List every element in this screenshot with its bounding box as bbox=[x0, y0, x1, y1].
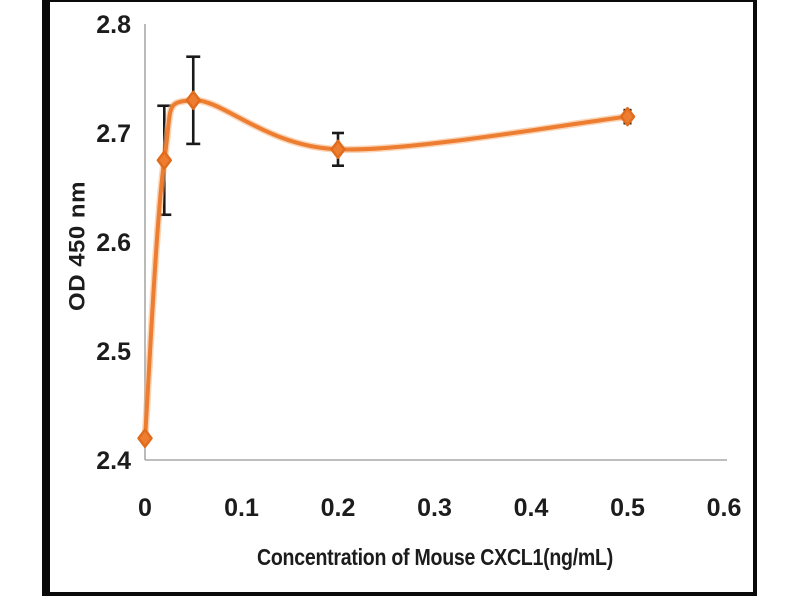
data-point-marker bbox=[619, 106, 636, 127]
x-tick-label: 0.4 bbox=[514, 494, 549, 522]
y-tick-label: 2.4 bbox=[96, 447, 131, 475]
data-point-marker bbox=[185, 90, 201, 111]
y-axis-title: OD 450 nm bbox=[65, 181, 91, 311]
x-axis-title: Concentration of Mouse CXCL1(ng/mL) bbox=[256, 544, 613, 570]
x-tick-label: 0.3 bbox=[417, 494, 452, 522]
data-point-marker bbox=[330, 139, 346, 160]
y-tick-label: 2.5 bbox=[96, 338, 131, 366]
series-line-halo bbox=[141, 96, 631, 442]
x-tick-label: 0.5 bbox=[610, 494, 645, 522]
y-tick-label: 2.6 bbox=[96, 229, 131, 257]
x-tick-label: 0.6 bbox=[707, 494, 742, 522]
data-point-marker bbox=[137, 428, 153, 448]
y-tick-label: 2.7 bbox=[96, 120, 131, 148]
chart-frame bbox=[42, 0, 757, 596]
x-tick-label: 0.1 bbox=[224, 494, 259, 522]
y-tick-label: 2.8 bbox=[96, 11, 131, 39]
x-tick-label: 0.2 bbox=[321, 494, 356, 522]
x-tick-label: 0 bbox=[138, 494, 152, 522]
data-point-marker bbox=[156, 150, 173, 170]
